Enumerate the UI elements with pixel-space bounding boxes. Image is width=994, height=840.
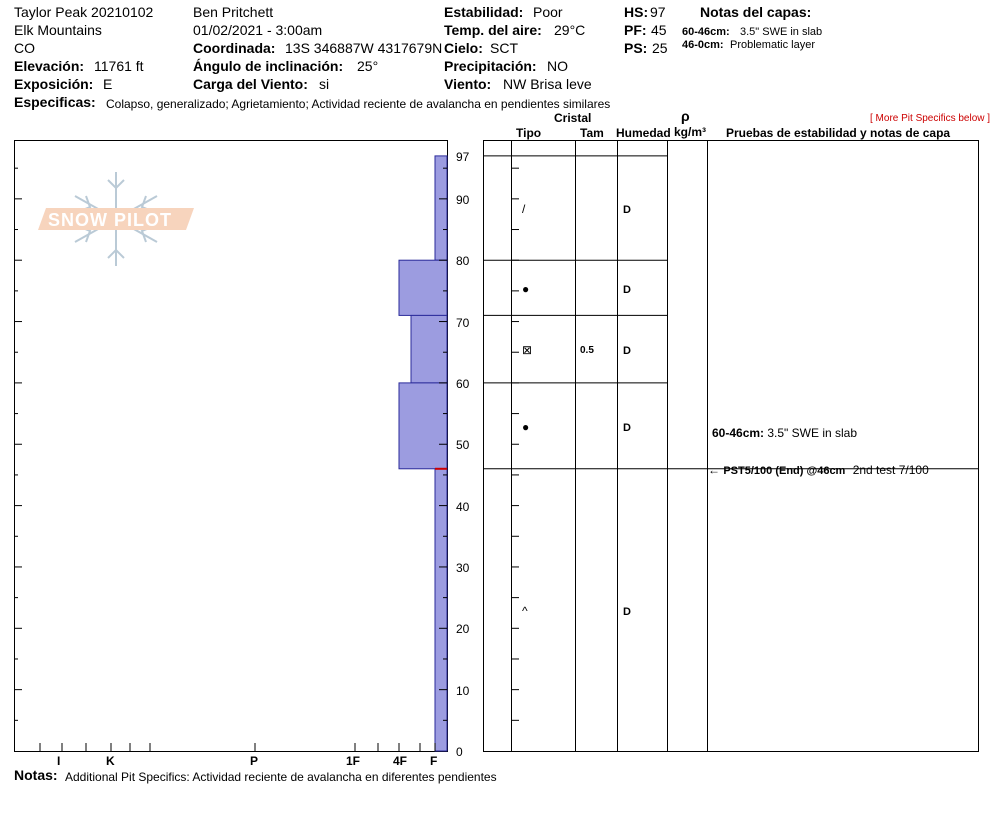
precip-label: Precipitación: bbox=[444, 58, 537, 74]
elevation-value: 11761 ft bbox=[94, 58, 144, 74]
depth-label: 30 bbox=[456, 560, 470, 575]
datetime: 01/02/2021 - 3:00am bbox=[193, 22, 323, 38]
hardness-plot-frame bbox=[14, 140, 448, 752]
depth-label: 70 bbox=[456, 315, 470, 330]
hardness-label: F bbox=[430, 754, 438, 768]
faceted-crystal-icon: / bbox=[522, 202, 526, 217]
state: CO bbox=[14, 40, 35, 56]
hardness-label: K bbox=[106, 754, 115, 768]
hardness-bar bbox=[398, 259, 448, 316]
col-header-rho: ρ bbox=[681, 108, 690, 124]
hardness-bar bbox=[434, 468, 448, 752]
layer-notes-title: Notas del capas: bbox=[700, 4, 812, 20]
layers-table-frame bbox=[483, 140, 979, 752]
stability-label: Estabilidad: bbox=[444, 4, 524, 20]
windload-label: Carga del Viento: bbox=[193, 76, 308, 92]
stability-value: Poor bbox=[533, 4, 563, 20]
pf-label: PF: bbox=[624, 22, 647, 38]
airtemp-value: 29°C bbox=[554, 22, 586, 38]
hs-label: HS: bbox=[624, 4, 649, 20]
depth-label: 0 bbox=[456, 745, 463, 759]
notes-label: Notas: bbox=[14, 767, 58, 783]
col-header-cristal: Cristal bbox=[554, 111, 592, 125]
logo-banner bbox=[38, 208, 194, 230]
slope-label: Ángulo de inclinación: bbox=[193, 58, 344, 74]
moisture-value: D bbox=[623, 421, 631, 434]
layer-note-range: 46-0cm: bbox=[682, 39, 724, 51]
snowflake-icon bbox=[74, 172, 158, 266]
rounded-grain-icon: ● bbox=[522, 281, 530, 296]
ps-value: 25 bbox=[652, 40, 668, 56]
specifics-value: Colapso, generalizado; Agrietamiento; Ac… bbox=[106, 97, 611, 111]
precip-value: NO bbox=[547, 58, 568, 74]
rounded-grain-icon: ● bbox=[522, 419, 530, 434]
layer-note-text: Problematic layer bbox=[730, 39, 815, 51]
arrow-left-icon: ← bbox=[708, 462, 720, 477]
pf-value: 45 bbox=[651, 22, 667, 38]
col-header-tests: Pruebas de estabilidad y notas de capa bbox=[726, 126, 951, 140]
hardness-profile bbox=[398, 155, 448, 752]
col-header-tam: Tam bbox=[580, 126, 604, 140]
sky-label: Cielo: bbox=[444, 40, 483, 56]
layer-note-range: 60-46cm: bbox=[682, 26, 730, 38]
depth-hoar-icon: ^ bbox=[522, 603, 528, 618]
layer-grid bbox=[483, 141, 978, 751]
specifics-label: Especificas: bbox=[14, 94, 96, 110]
elevation-label: Elevación: bbox=[14, 58, 85, 74]
col-header-tipo: Tipo bbox=[516, 126, 542, 140]
moisture-value: D bbox=[623, 345, 631, 358]
hardness-bar bbox=[410, 314, 448, 384]
ps-label: PS: bbox=[624, 40, 648, 56]
depth-label: 80 bbox=[456, 254, 470, 269]
depth-label: 40 bbox=[456, 499, 470, 514]
slope-value: 25° bbox=[357, 58, 379, 74]
wind-value: NW Brisa leve bbox=[503, 76, 592, 92]
hardness-label: 1F bbox=[346, 754, 361, 768]
hardness-bar bbox=[434, 155, 448, 261]
aspect-value: E bbox=[103, 76, 113, 92]
chart-layer-note-text: 3.5" SWE in slab bbox=[767, 426, 858, 440]
hs-value: 97 bbox=[650, 4, 666, 20]
sky-value: SCT bbox=[490, 40, 518, 56]
aspect-label: Exposición: bbox=[14, 76, 94, 92]
wind-label: Viento: bbox=[444, 76, 492, 92]
airtemp-label: Temp. del aire: bbox=[444, 22, 542, 38]
depth-label: 50 bbox=[456, 438, 470, 453]
depth-label: 10 bbox=[456, 683, 470, 698]
snow-pilot-logo bbox=[38, 172, 194, 266]
moisture-value: D bbox=[623, 204, 631, 217]
notes-value: Additional Pit Specifics: Actividad reci… bbox=[65, 770, 497, 784]
hardness-label: P bbox=[250, 754, 259, 768]
logo-text: SNOW PILOT bbox=[48, 210, 172, 230]
depth-label: 60 bbox=[456, 376, 470, 391]
chart-layer-note: 60-46cm: 3.5" SWE in slab bbox=[712, 425, 857, 441]
mixed-form-icon: ⊠ bbox=[522, 343, 533, 358]
layer-note-text: 3.5" SWE in slab bbox=[740, 26, 823, 38]
more-specifics-link[interactable]: [ More Pit Specifics below ] bbox=[870, 113, 991, 124]
site-name: Taylor Peak 20210102 bbox=[14, 4, 154, 20]
depth-label: 97 bbox=[456, 149, 470, 164]
stability-test-result: ← PST5/100 (End) @46cm 2nd test 7/100 bbox=[708, 462, 929, 479]
observer: Ben Pritchett bbox=[193, 4, 274, 20]
moisture-value: D bbox=[623, 283, 631, 296]
col-header-density-unit: kg/m³ bbox=[674, 125, 707, 139]
test-result-note: 2nd test 7/100 bbox=[852, 462, 929, 477]
depth-label: 20 bbox=[456, 622, 470, 637]
coord-value: 13S 346887W 4317679N bbox=[285, 40, 443, 56]
moisture-value: D bbox=[623, 605, 631, 618]
test-result-code: PST5/100 (End) @46cm bbox=[723, 464, 846, 477]
hardness-label: I bbox=[57, 754, 61, 768]
col-header-humedad: Humedad bbox=[616, 126, 671, 140]
chart-layer-note-range: 60-46cm: bbox=[712, 426, 765, 440]
depth-label: 90 bbox=[456, 192, 470, 207]
hardness-label: 4F bbox=[393, 754, 408, 768]
axis-ticks bbox=[14, 167, 519, 751]
hardness-bar bbox=[398, 382, 448, 470]
mountain-range: Elk Mountains bbox=[14, 22, 102, 38]
coord-label: Coordinada: bbox=[193, 40, 276, 56]
windload-value: si bbox=[319, 76, 330, 92]
grain-size: 0.5 bbox=[580, 345, 594, 357]
